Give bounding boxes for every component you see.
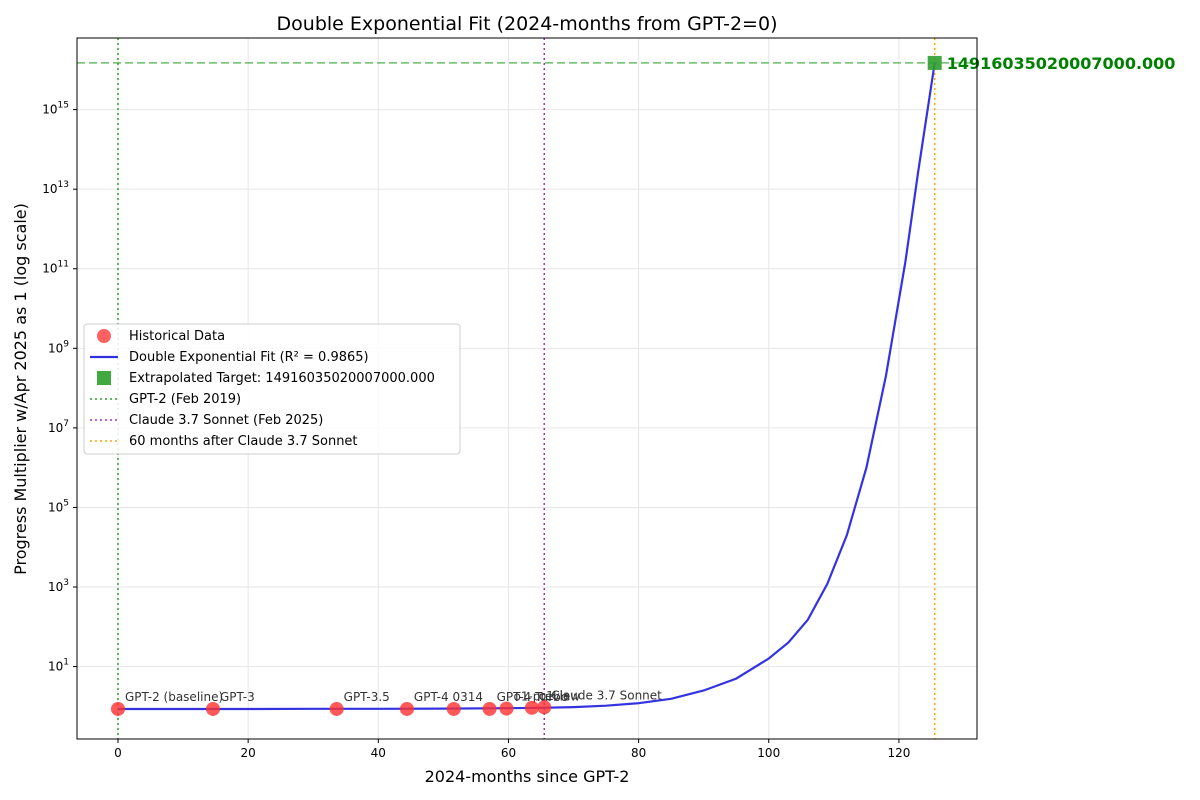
y-tick-label: 105 — [48, 498, 69, 514]
historical-point — [499, 701, 514, 716]
x-axis-title: 2024-months since GPT-2 — [425, 767, 630, 786]
y-tick-label: 1013 — [42, 180, 69, 196]
y-tick-label: 1015 — [42, 101, 69, 117]
y-tick-label: 101 — [48, 658, 69, 674]
legend-label: Extrapolated Target: 14916035020007000.0… — [129, 371, 435, 386]
historical-point — [206, 701, 221, 716]
plot-frame — [76, 37, 978, 740]
legend-label: GPT-2 (Feb 2019) — [129, 392, 241, 407]
legend-label: Claude 3.7 Sonnet (Feb 2025) — [129, 413, 323, 428]
target-marker — [927, 55, 942, 70]
legend-item: GPT-2 (Feb 2019) — [90, 392, 241, 407]
chart-title: Double Exponential Fit (2024-months from… — [277, 13, 778, 35]
y-tick-label: 103 — [48, 578, 69, 594]
historical-point — [110, 701, 125, 716]
point-label: GPT-2 (baseline) — [125, 690, 223, 704]
point-label: GPT-3.5 — [344, 690, 390, 704]
historical-point — [329, 701, 344, 716]
x-tick-label: 120 — [887, 746, 910, 760]
y-tick-label: 1011 — [42, 260, 69, 276]
x-tick-label: 100 — [757, 746, 780, 760]
legend-marker — [97, 329, 111, 343]
x-tick-label: 80 — [631, 746, 646, 760]
legend-box — [83, 323, 461, 455]
point-label: GPT-4 Turbo — [497, 690, 569, 704]
legend-item: Claude 3.7 Sonnet (Feb 2025) — [90, 413, 323, 428]
historical-point — [482, 701, 497, 716]
point-label: Claude 3.7 Sonnet — [551, 688, 662, 702]
x-tick-label: 60 — [501, 746, 516, 760]
legend: Historical Data Double Exponential Fit (R… — [83, 323, 461, 455]
fit-curve — [118, 62, 936, 711]
legend-item: 60 months after Claude 3.7 Sonnet — [90, 434, 358, 449]
historical-point — [399, 701, 414, 716]
y-tick-label: 109 — [48, 339, 69, 355]
legend-item: Extrapolated Target: 14916035020007000.0… — [97, 371, 435, 386]
legend-label: 60 months after Claude 3.7 Sonnet — [129, 434, 358, 449]
historical-point — [537, 700, 552, 715]
legend-label: Double Exponential Fit (R² = 0.9865) — [129, 350, 369, 365]
point-label: o1-preview — [514, 690, 581, 704]
point-label: GPT-4 0314 — [414, 690, 483, 704]
point-label: GPT-3 — [220, 690, 255, 704]
legend-item: Historical Data — [97, 329, 225, 344]
x-tick-label: 20 — [241, 746, 256, 760]
legend-marker — [97, 371, 111, 385]
x-tick-label: 0 — [114, 746, 122, 760]
legend-label: Historical Data — [129, 329, 225, 344]
y-tick-label: 107 — [48, 419, 69, 435]
x-tick-label: 40 — [371, 746, 386, 760]
historical-point — [446, 701, 461, 716]
historical-point — [524, 700, 539, 715]
y-axis-title: Progress Multiplier w/Apr 2025 as 1 (log… — [11, 203, 30, 575]
legend-item: Double Exponential Fit (R² = 0.9865) — [90, 350, 369, 365]
target-label: 14916035020007000.000 — [947, 54, 1176, 73]
point-label: o1 — [539, 689, 554, 703]
